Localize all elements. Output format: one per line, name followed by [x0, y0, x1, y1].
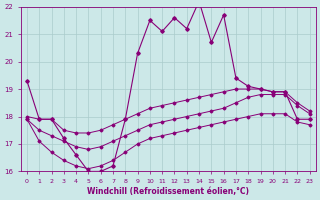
- X-axis label: Windchill (Refroidissement éolien,°C): Windchill (Refroidissement éolien,°C): [87, 187, 249, 196]
